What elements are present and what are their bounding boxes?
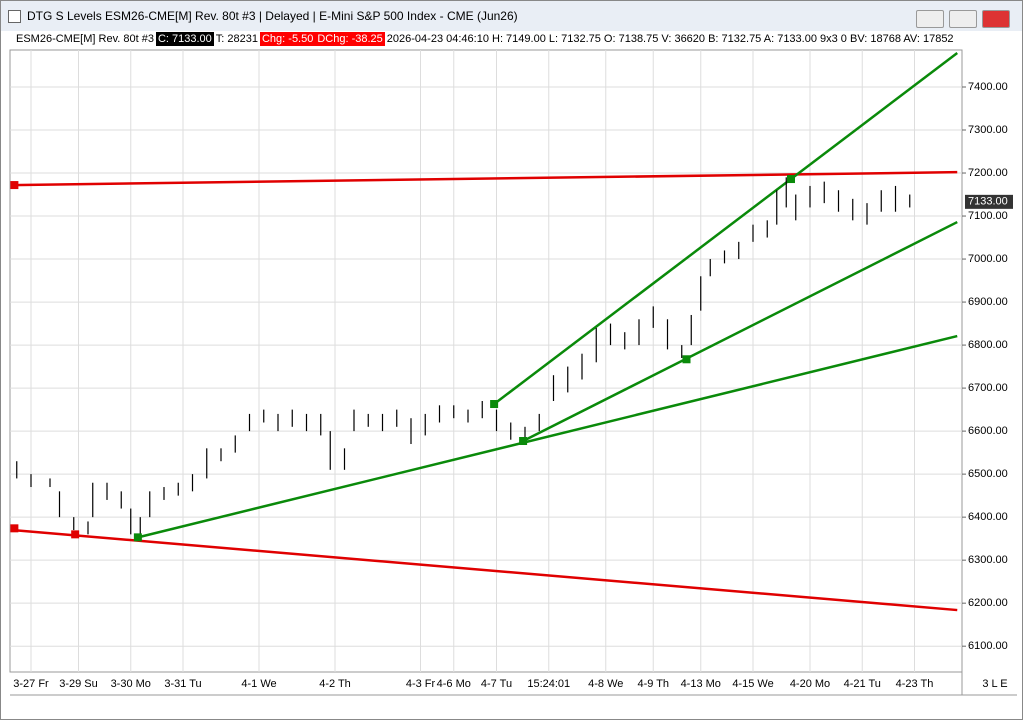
y-tick-label: 6800.00 [968, 339, 1008, 351]
x-tick-label: 4-21 Tu [844, 678, 881, 690]
x-tick-label: 4-6 Mo [437, 678, 471, 690]
trend-line [522, 220, 958, 443]
x-tick-label: 4-8 We [588, 678, 623, 690]
close-button[interactable] [982, 10, 1010, 28]
info-bar: ESM26-CME[M] Rev. 80t #3 C: 7133.00 T: 282… [14, 32, 956, 46]
trend-line [493, 52, 959, 406]
y-tick-label: 7100.00 [968, 210, 1008, 222]
y-tick-label: 6200.00 [968, 597, 1008, 609]
maximize-button[interactable] [949, 10, 977, 28]
trend-line [137, 334, 958, 539]
x-tick-label: 3-27 Fr [13, 678, 49, 690]
x-tick-label: 3-31 Tu [164, 678, 201, 690]
anchor-point [519, 437, 528, 446]
y-tick-label: 6700.00 [968, 382, 1008, 394]
x-tick-label: 4-3 Fr [406, 678, 436, 690]
info-item: C: 7133.00 [155, 32, 214, 46]
anchor-point [133, 533, 142, 542]
y-tick-label: 6300.00 [968, 554, 1008, 566]
anchor-point [682, 355, 691, 364]
info-item: Chg: -5.50 [259, 32, 316, 46]
anchor-point [490, 400, 499, 409]
info-item: T: 28231 [215, 33, 258, 45]
title-bar: DTG S Levels ESM26-CME[M] Rev. 80t #3 | … [1, 1, 1022, 31]
y-tick-label: 7200.00 [968, 167, 1008, 179]
x-tick-label: 3-30 Mo [111, 678, 151, 690]
y-tick-label: 7400.00 [968, 81, 1008, 93]
status-label: 3 L E [982, 678, 1007, 690]
x-tick-label: 4-1 We [241, 678, 276, 690]
minimize-button[interactable] [916, 10, 944, 28]
x-tick-label: 4-20 Mo [790, 678, 830, 690]
info-item: DChg: -38.25 [315, 32, 385, 46]
info-item: 2026-04-23 04:46:10 H: 7149.00 L: 7132.7… [386, 33, 954, 45]
x-tick-label: 4-23 Th [896, 678, 934, 690]
y-tick-label: 7300.00 [968, 124, 1008, 136]
anchor-point [71, 530, 80, 539]
x-tick-label: 3-29 Su [59, 678, 98, 690]
y-tick-label: 6100.00 [968, 640, 1008, 652]
plot-frame [9, 49, 963, 673]
x-tick-label: 4-7 Tu [481, 678, 512, 690]
x-tick-label: 4-15 We [732, 678, 773, 690]
trend-line [11, 170, 958, 187]
y-tick-label: 7000.00 [968, 253, 1008, 265]
y-tick-label: 6900.00 [968, 296, 1008, 308]
app-icon [8, 10, 21, 23]
info-item: ESM26-CME[M] Rev. 80t #3 [16, 33, 154, 45]
window-title: DTG S Levels ESM26-CME[M] Rev. 80t #3 | … [27, 9, 518, 23]
y-tick-label: 6600.00 [968, 425, 1008, 437]
anchor-point [10, 524, 19, 533]
x-tick-label: 4-9 Th [637, 678, 669, 690]
x-tick-label: 15:24:01 [527, 678, 570, 690]
x-tick-label: 4-13 Mo [681, 678, 721, 690]
x-tick-label: 4-2 Th [319, 678, 351, 690]
anchor-point [10, 181, 19, 190]
last-price-label: 7133.00 [968, 196, 1008, 208]
last-price-tag [965, 194, 1013, 209]
trend-line [11, 528, 958, 612]
y-tick-label: 6500.00 [968, 468, 1008, 480]
anchor-point [787, 175, 795, 184]
y-tick-label: 6400.00 [968, 511, 1008, 523]
